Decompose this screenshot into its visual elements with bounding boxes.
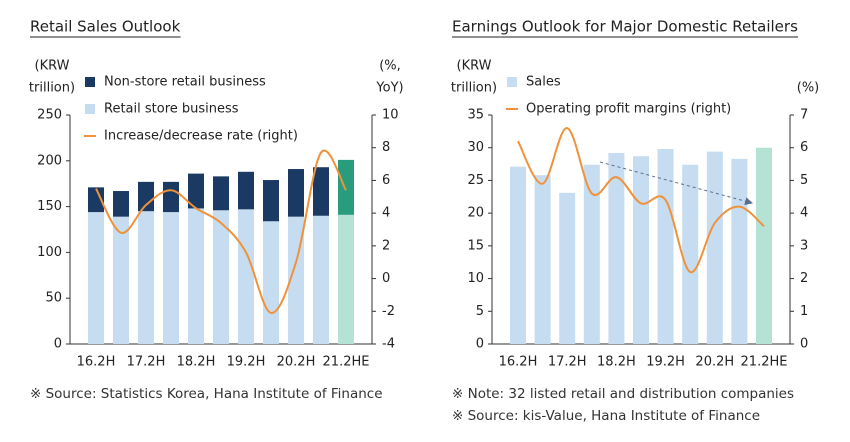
y2-tick-label: 8 [382, 140, 390, 155]
x-tick-label: 19.2H [646, 355, 685, 370]
y-axis-label: (KRW [35, 59, 70, 74]
bar [188, 173, 204, 209]
bar [213, 176, 229, 211]
y-tick-label: 250 [37, 108, 62, 123]
bar [608, 152, 625, 344]
y-tick-label: 35 [467, 108, 484, 123]
bar [238, 209, 254, 344]
bar [88, 212, 104, 344]
bar [263, 221, 279, 344]
y2-tick-label: -2 [382, 304, 395, 319]
y2-tick-label: 5 [800, 173, 808, 188]
line [517, 127, 765, 274]
x-tick-label: 18.2H [597, 355, 636, 370]
x-tick-label: 21.2HE [323, 355, 370, 370]
legend-swatch [85, 77, 95, 87]
note: ※ Source: kis-Value, Hana Institute of F… [452, 408, 760, 424]
legend-swatch [85, 104, 95, 114]
y-tick-label: 15 [467, 238, 484, 253]
bar [313, 167, 329, 216]
x-tick-label: 17.2H [548, 355, 587, 370]
note: ※ Note: 32 listed retail and distributio… [452, 386, 794, 402]
y-tick-label: 0 [476, 337, 484, 352]
bar [338, 214, 354, 344]
line [95, 149, 347, 314]
bar [138, 181, 154, 212]
x-tick-label: 18.2H [177, 355, 216, 370]
legend-label: Increase/decrease rate (right) [104, 129, 298, 144]
bar [238, 171, 254, 210]
bar [657, 149, 674, 344]
x-tick-label: 16.2H [499, 355, 538, 370]
y-tick-label: 200 [37, 153, 62, 168]
y-axis-label: trillion) [451, 81, 497, 96]
legend-swatch [507, 77, 517, 87]
bar [559, 192, 576, 344]
legend-label: Retail store business [104, 102, 239, 117]
y-tick-label: 150 [37, 199, 62, 214]
y-axis-label: trillion) [29, 81, 75, 96]
legend-label: Operating profit margins (right) [526, 102, 731, 117]
y-tick-label: 20 [467, 206, 484, 221]
bar [313, 215, 329, 344]
y2-tick-label: 0 [382, 271, 390, 286]
y-tick-label: 10 [467, 271, 484, 286]
x-tick-label: 16.2H [77, 355, 116, 370]
y2-axis-label: YoY) [375, 81, 403, 96]
bar [706, 151, 723, 344]
y2-tick-label: -4 [382, 337, 395, 352]
y2-tick-label: 3 [800, 238, 808, 253]
bar [731, 158, 748, 344]
bar [338, 159, 354, 215]
chart-title: Earnings Outlook for Major Domestic Reta… [452, 18, 798, 36]
bar [510, 166, 526, 344]
bar [263, 180, 279, 222]
x-tick-label: 20.2H [277, 355, 316, 370]
y-tick-label: 0 [54, 337, 62, 352]
legend-label: Non-store retail business [104, 75, 266, 90]
bar [682, 164, 699, 344]
y2-tick-label: 0 [800, 337, 808, 352]
y2-tick-label: 7 [800, 108, 808, 123]
trend-arrow [599, 161, 753, 206]
legend-label: Sales [526, 75, 561, 90]
y2-tick-label: 4 [382, 206, 390, 221]
bar [88, 187, 104, 213]
bar [163, 212, 179, 344]
x-tick-label: 20.2H [695, 355, 734, 370]
y-tick-label: 100 [37, 245, 62, 260]
bar [163, 181, 179, 213]
y-tick-label: 30 [467, 140, 484, 155]
chart-title: Retail Sales Outlook [30, 18, 181, 36]
y2-tick-label: 4 [800, 206, 808, 221]
y2-axis-label: (%, [379, 59, 401, 74]
x-tick-label: 21.2HE [741, 355, 788, 370]
x-tick-label: 17.2H [127, 355, 166, 370]
y2-tick-label: 6 [800, 140, 808, 155]
bar [583, 164, 600, 344]
bar [213, 210, 229, 344]
y-tick-label: 5 [476, 304, 484, 319]
y2-tick-label: 10 [382, 108, 399, 123]
bar [633, 156, 649, 344]
note: ※ Source: Statistics Korea, Hana Institu… [30, 386, 383, 402]
bar [756, 147, 772, 344]
x-tick-label: 19.2H [227, 355, 266, 370]
y-tick-label: 25 [467, 173, 484, 188]
y-axis-label: (KRW [457, 59, 492, 74]
y2-tick-label: 2 [800, 271, 808, 286]
y2-tick-label: 1 [800, 304, 808, 319]
bar [113, 191, 129, 217]
bar [138, 211, 154, 344]
bar [113, 216, 129, 344]
y-tick-label: 50 [45, 291, 62, 306]
bar [288, 169, 304, 217]
y2-tick-label: 6 [382, 173, 390, 188]
bar [188, 208, 204, 344]
y2-axis-label: (%) [797, 81, 820, 96]
bar [534, 175, 551, 344]
y2-tick-label: 2 [382, 238, 390, 253]
